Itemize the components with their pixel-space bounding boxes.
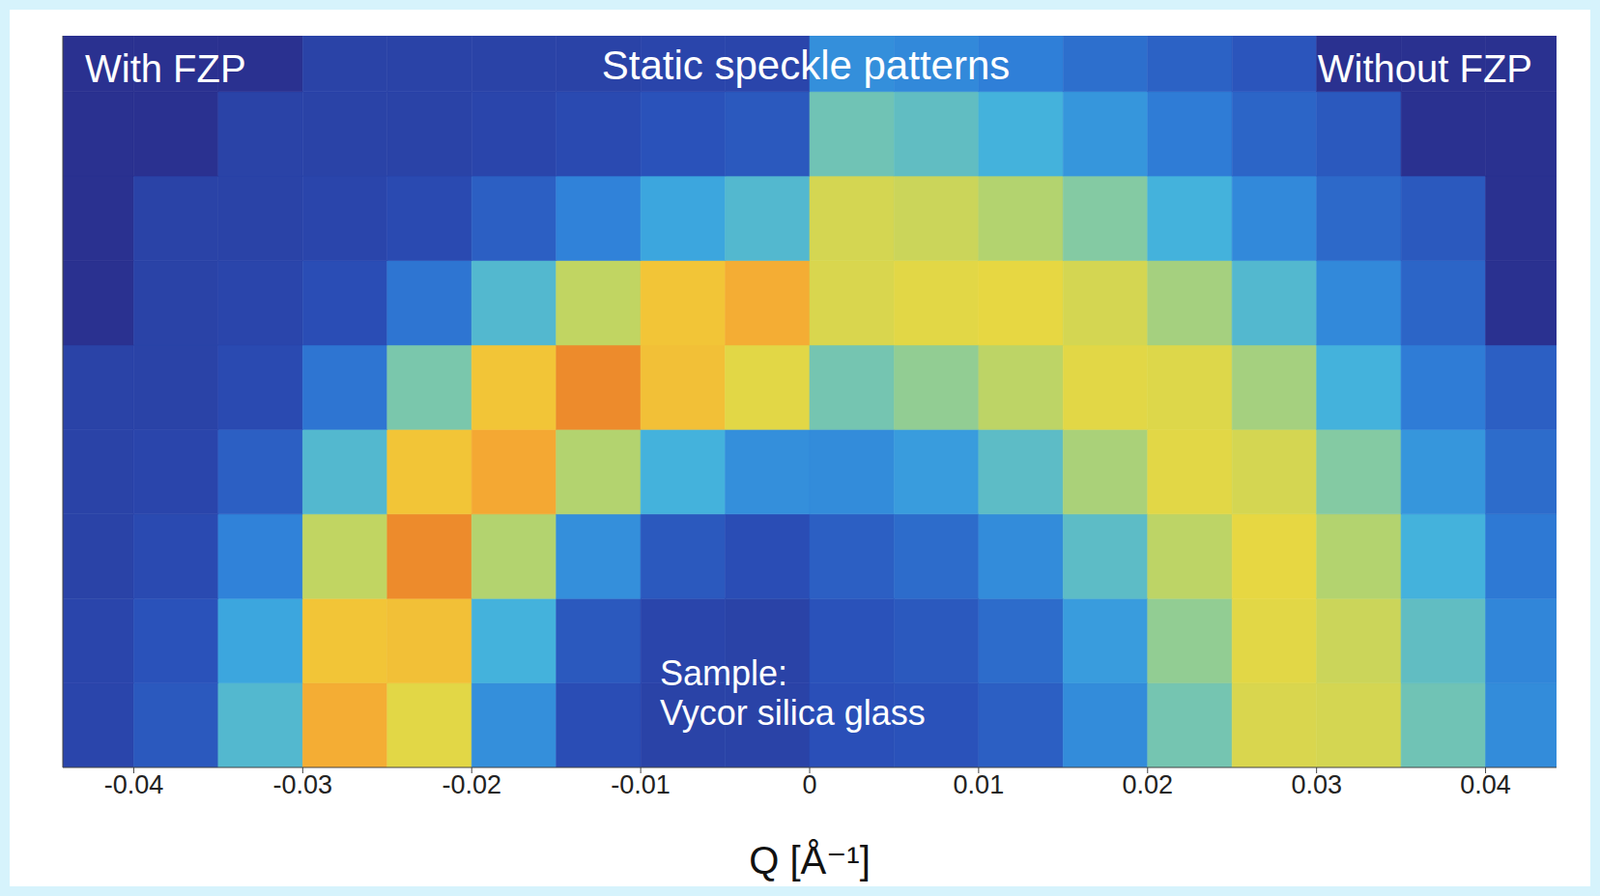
svg-text:0.04: 0.04: [1459, 770, 1512, 800]
svg-text:-0.03: -0.03: [273, 770, 334, 800]
svg-text:0.01: 0.01: [953, 770, 1005, 800]
html-text:Sample:: Sample:: [659, 653, 788, 693]
svg-text:-0.04: -0.04: [104, 770, 165, 800]
svg-text:0: 0: [801, 770, 817, 800]
svg-text:0.02: 0.02: [1121, 770, 1173, 800]
html-text:Without FZP: Without FZP: [1317, 47, 1533, 90]
svg-text:-0.01: -0.01: [610, 770, 671, 800]
html-text:Vycor silica glass: Vycor silica glass: [659, 693, 926, 733]
svg-text:0.03: 0.03: [1290, 770, 1343, 800]
svg-text:Q [Å⁻¹]: Q [Å⁻¹]: [748, 838, 871, 882]
html-text:Static speckle patterns: Static speckle patterns: [601, 42, 1010, 88]
svg-text:-0.02: -0.02: [441, 770, 502, 800]
html-text:With FZP: With FZP: [85, 47, 247, 90]
